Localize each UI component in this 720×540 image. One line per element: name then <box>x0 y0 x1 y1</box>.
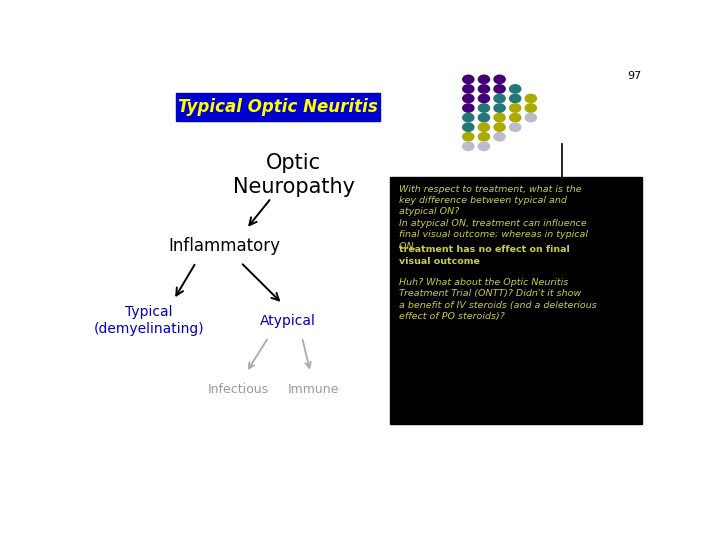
Circle shape <box>494 75 505 84</box>
Circle shape <box>510 123 521 131</box>
Text: Inflammatory: Inflammatory <box>168 237 280 255</box>
Circle shape <box>494 104 505 112</box>
Circle shape <box>525 94 536 103</box>
Circle shape <box>494 123 505 131</box>
Circle shape <box>478 142 490 151</box>
Text: Typical
(demyelinating): Typical (demyelinating) <box>94 306 204 336</box>
Circle shape <box>494 94 505 103</box>
Circle shape <box>463 113 474 122</box>
Circle shape <box>510 94 521 103</box>
Circle shape <box>463 75 474 84</box>
Text: Typical Optic Neuritis: Typical Optic Neuritis <box>179 98 378 116</box>
Circle shape <box>525 113 536 122</box>
Text: treatment has no effect on final
visual outcome: treatment has no effect on final visual … <box>399 245 570 266</box>
Circle shape <box>463 142 474 151</box>
Circle shape <box>478 85 490 93</box>
Text: Atypical: Atypical <box>260 314 316 328</box>
Text: Infectious: Infectious <box>207 383 269 396</box>
Text: Immune: Immune <box>287 383 339 396</box>
Circle shape <box>463 133 474 141</box>
Text: 97: 97 <box>627 71 642 81</box>
Circle shape <box>510 85 521 93</box>
FancyBboxPatch shape <box>390 177 642 424</box>
Circle shape <box>510 104 521 112</box>
Circle shape <box>494 85 505 93</box>
Circle shape <box>463 123 474 131</box>
Circle shape <box>463 94 474 103</box>
Circle shape <box>478 123 490 131</box>
Circle shape <box>478 104 490 112</box>
Circle shape <box>478 133 490 141</box>
Text: Huh? What about the Optic Neuritis
Treatment Trial (ONTT)? Didn't it show
a bene: Huh? What about the Optic Neuritis Treat… <box>399 278 596 321</box>
Circle shape <box>463 104 474 112</box>
Circle shape <box>478 75 490 84</box>
Circle shape <box>478 113 490 122</box>
Text: With respect to treatment, what is the
key difference between typical and
atypic: With respect to treatment, what is the k… <box>399 185 588 251</box>
Text: Optic
Neuropathy: Optic Neuropathy <box>233 153 355 197</box>
Circle shape <box>478 94 490 103</box>
FancyBboxPatch shape <box>176 93 380 121</box>
Circle shape <box>463 85 474 93</box>
Circle shape <box>510 113 521 122</box>
Circle shape <box>494 133 505 141</box>
Circle shape <box>525 104 536 112</box>
Circle shape <box>494 113 505 122</box>
